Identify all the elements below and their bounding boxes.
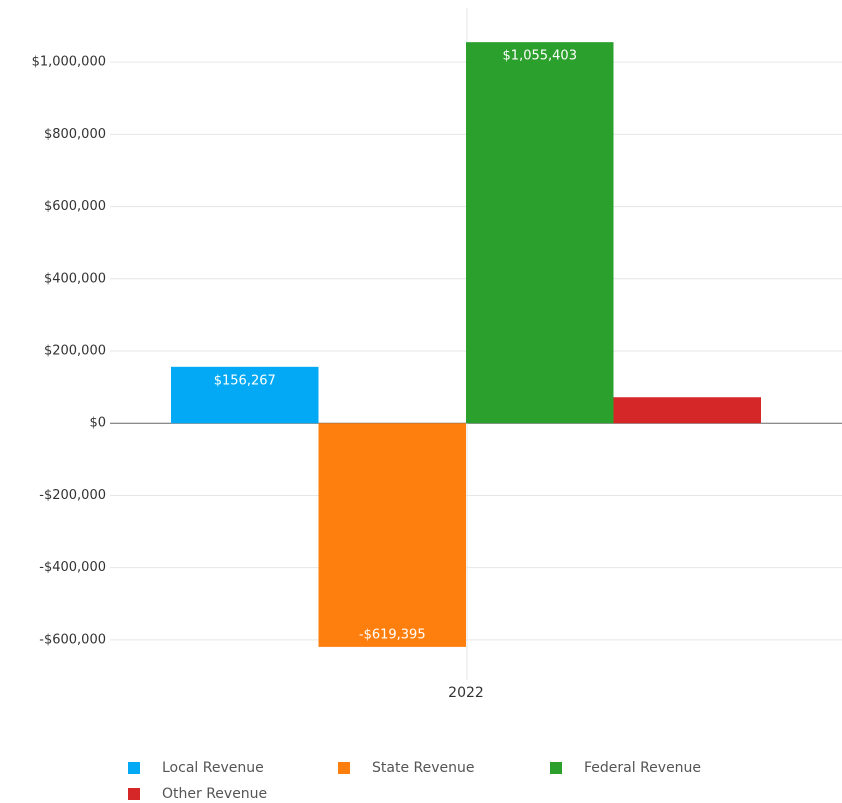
legend-swatch [338,762,350,774]
legend-swatch [128,788,140,800]
legend-swatch [550,762,562,774]
data-label: $156,267 [214,373,276,388]
bar [318,423,466,647]
bar [466,42,614,424]
y-tick-label: -$600,000 [39,632,106,647]
y-tick-label: $600,000 [44,199,106,214]
legend-label: Local Revenue [162,760,264,776]
data-label: $1,055,403 [503,49,577,64]
y-tick-label: $0 [89,416,106,431]
y-tick-label: $200,000 [44,344,106,359]
y-tick-label: $400,000 [44,271,106,286]
legend-label: Other Revenue [162,786,267,802]
y-tick-label: -$200,000 [39,488,106,503]
y-tick-label: $1,000,000 [32,55,106,70]
bar [613,397,761,424]
legend-swatch [128,762,140,774]
x-tick-label: 2022 [448,685,484,701]
legend-label: Federal Revenue [584,760,701,776]
data-label: -$619,395 [359,627,426,642]
y-tick-label: -$400,000 [39,560,106,575]
y-tick-label: $800,000 [44,127,106,142]
bar [171,366,319,424]
legend-label: State Revenue [372,760,474,776]
